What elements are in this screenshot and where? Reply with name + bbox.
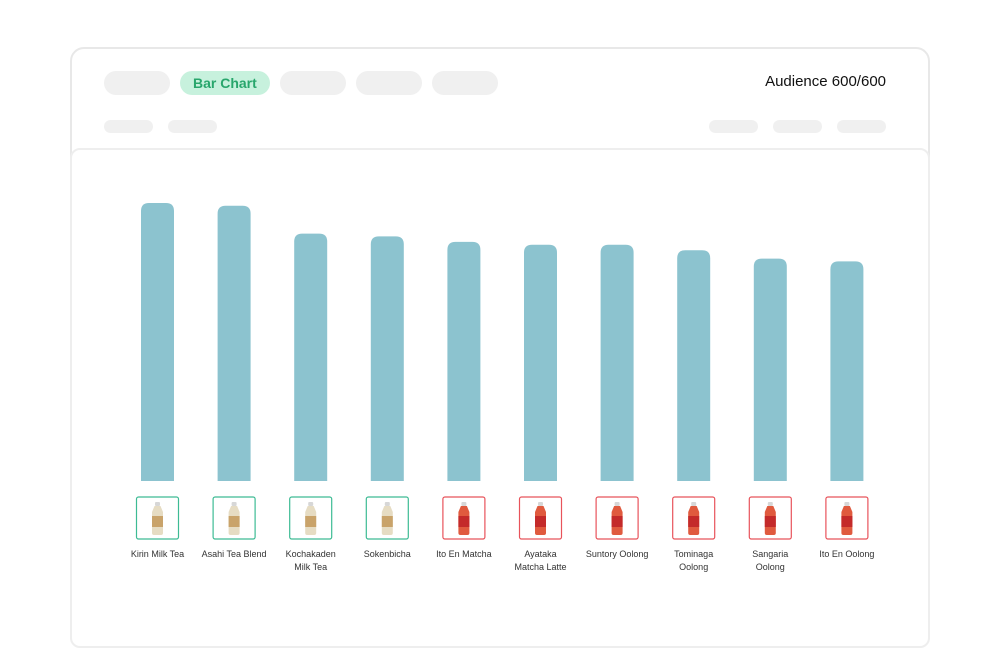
- bar-4[interactable]: [447, 241, 481, 481]
- bar-5[interactable]: [524, 244, 557, 481]
- bar-6[interactable]: [600, 244, 634, 481]
- option-placeholder-3[interactable]: [837, 120, 886, 133]
- bar-chart: Kirin Milk Tea Asahi Tea Blend Kochakaden M…: [131, 203, 874, 572]
- tab-bar-chart[interactable]: Bar Chart: [180, 71, 270, 95]
- tab-placeholder-4[interactable]: [431, 71, 498, 95]
- bottle-icon: [305, 502, 317, 535]
- bar-9[interactable]: [830, 261, 864, 481]
- bottle-icon: [381, 502, 393, 535]
- tab-placeholder-1[interactable]: [104, 71, 170, 95]
- bottle-icon: [535, 502, 546, 535]
- bottle-icon: [458, 502, 470, 535]
- option-placeholder-2[interactable]: [773, 120, 822, 133]
- category-label-6: Suntory Oolong: [586, 549, 649, 559]
- bar-0[interactable]: [141, 203, 174, 481]
- audience-count: Audience 600/600: [765, 73, 886, 90]
- filter-pills-left: [104, 120, 217, 133]
- bar-1[interactable]: [217, 205, 251, 481]
- category-label-2: Milk Tea: [294, 562, 327, 572]
- bottle-icon: [228, 502, 240, 535]
- bottle-icon: [688, 502, 700, 535]
- category-label-5: Ayataka: [524, 549, 556, 559]
- filter-pills-right: [709, 120, 886, 133]
- tab-placeholder-2[interactable]: [279, 71, 346, 95]
- category-label-1: Asahi Tea Blend: [202, 549, 267, 559]
- option-placeholder-1[interactable]: [709, 120, 758, 133]
- bottle-icon: [764, 502, 776, 535]
- bottle-icon: [152, 502, 163, 535]
- filter-placeholder-1[interactable]: [104, 120, 153, 133]
- category-label-0: Kirin Milk Tea: [131, 549, 184, 559]
- bottle-icon: [611, 502, 623, 535]
- category-label-7: Oolong: [679, 562, 708, 572]
- bar-8[interactable]: [753, 258, 787, 481]
- tab-placeholder-3[interactable]: [355, 71, 422, 95]
- tab-bar: Bar Chart: [104, 71, 498, 95]
- category-label-5: Matcha Latte: [514, 562, 566, 572]
- category-label-2: Kochakaden: [286, 549, 336, 559]
- category-label-8: Sangaria: [752, 549, 788, 559]
- category-label-7: Tominaga: [674, 549, 713, 559]
- category-label-9: Ito En Oolong: [819, 549, 874, 559]
- category-label-3: Sokenbicha: [364, 549, 411, 559]
- category-label-4: Ito En Matcha: [436, 549, 492, 559]
- bar-7[interactable]: [677, 250, 711, 481]
- bottle-icon: [841, 502, 853, 535]
- category-label-8: Oolong: [756, 562, 785, 572]
- bar-3[interactable]: [370, 236, 404, 481]
- filter-placeholder-2[interactable]: [168, 120, 217, 133]
- bar-2[interactable]: [294, 233, 328, 481]
